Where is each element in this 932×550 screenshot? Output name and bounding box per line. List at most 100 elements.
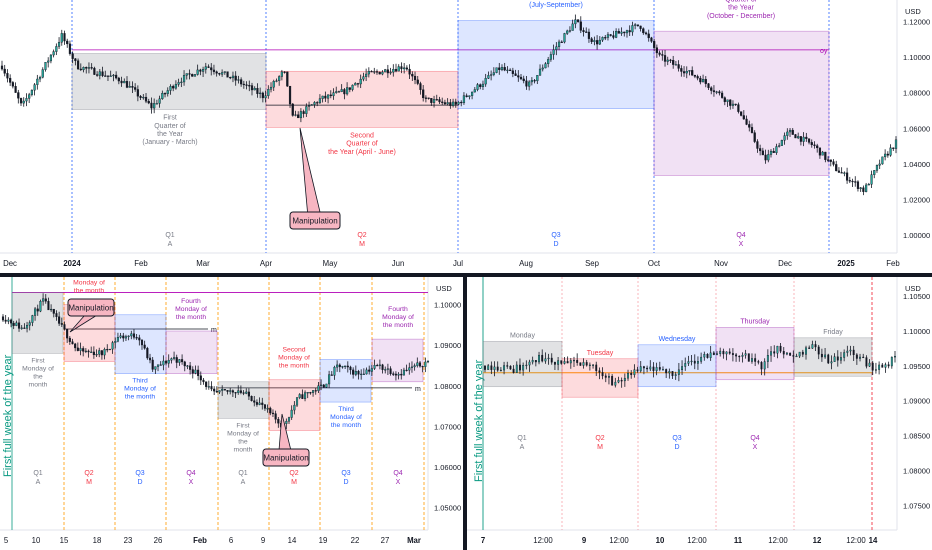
bearish-candle — [813, 144, 816, 146]
bearish-candle — [754, 358, 757, 362]
time-tick-label: 18 — [93, 536, 102, 545]
week-tag: Q3 — [341, 470, 350, 477]
time-tick-label: 12 — [813, 536, 822, 545]
quarter-title: (July-September) — [529, 2, 583, 9]
bearish-candle — [764, 154, 767, 161]
bullish-candle — [843, 172, 846, 174]
bullish-candle — [320, 384, 323, 386]
weekly-chart[interactable]: USD 1.05000 1.06000 1.07000 1.08000 1.09000 1.… — [0, 277, 463, 550]
week-zone-q3 — [114, 314, 167, 374]
bullish-candle — [566, 30, 569, 34]
bearish-candle — [848, 180, 851, 182]
bearish-candle — [517, 75, 520, 78]
bullish-candle — [36, 78, 39, 85]
bullish-candle — [413, 365, 416, 368]
price-tick-label: 1.05000 — [434, 504, 461, 513]
daily-chart[interactable]: USD 1.07500 1.08000 1.08500 1.09000 1.09500 1.… — [467, 277, 932, 550]
bullish-candle — [778, 145, 781, 147]
weekly-chart-panel[interactable]: USD 1.05000 1.06000 1.07000 1.08000 1.09000 1.… — [0, 277, 463, 550]
bearish-candle — [413, 75, 417, 81]
time-tick-label: May — [323, 259, 338, 268]
price-tick-label: 1.08000 — [434, 382, 461, 391]
bearish-candle — [416, 79, 419, 84]
bearish-candle — [215, 390, 218, 393]
bullish-candle — [275, 80, 278, 82]
quarterly-chart[interactable]: USD 1.00000 1.02000 1.04000 1.06000 1.08000 1.… — [0, 0, 932, 273]
week-zone-q4 — [165, 330, 218, 374]
week-title: Third — [132, 378, 148, 385]
bullish-candle — [674, 374, 677, 376]
time-tick-label: 10 — [656, 536, 665, 545]
time-tick-label: Jun — [392, 259, 405, 268]
bullish-candle — [775, 146, 778, 153]
bullish-candle — [177, 82, 180, 85]
bullish-candle — [111, 342, 114, 350]
bullish-candle — [365, 73, 368, 77]
bullish-candle — [287, 417, 291, 422]
bullish-candle — [606, 34, 610, 38]
bullish-candle — [155, 103, 158, 105]
bearish-candle — [617, 31, 620, 34]
bearish-candle — [9, 77, 12, 83]
bearish-candle — [274, 413, 277, 420]
week-title: Monday of — [73, 280, 105, 287]
bullish-candle — [278, 76, 281, 81]
bearish-candle — [722, 350, 725, 355]
bullish-candle — [767, 154, 770, 161]
bullish-candle — [666, 59, 669, 62]
bullish-candle — [468, 95, 471, 97]
bullish-candle — [592, 364, 595, 366]
quarterly-chart-panel[interactable]: USD 1.00000 1.02000 1.04000 1.06000 1.08000 1.… — [0, 0, 932, 273]
bullish-candle — [830, 361, 833, 364]
bearish-candle — [642, 366, 645, 369]
time-tick-label: 6 — [229, 536, 233, 545]
bearish-candle — [832, 161, 835, 165]
bullish-candle — [7, 319, 10, 322]
week-title: the month — [176, 314, 206, 321]
bearish-candle — [261, 92, 264, 99]
bullish-candle — [290, 409, 293, 418]
bearish-candle — [818, 147, 822, 156]
bullish-candle — [701, 79, 705, 83]
bearish-candle — [248, 85, 251, 87]
bearish-candle — [840, 172, 843, 174]
week-title: Monday of — [278, 355, 310, 362]
price-tick-label: 1.06000 — [434, 463, 461, 472]
bearish-candle — [400, 373, 403, 376]
week-title: the — [33, 373, 43, 380]
bullish-candle — [719, 350, 722, 354]
bearish-candle — [579, 362, 582, 366]
vertical-divider[interactable] — [463, 277, 467, 550]
time-tick-label: 12:00 — [846, 536, 866, 545]
bullish-candle — [890, 356, 893, 367]
bearish-candle — [202, 379, 205, 383]
time-tick-label: 27 — [381, 536, 390, 545]
price-tick-label: 1.10500 — [903, 292, 930, 301]
bearish-candle — [138, 337, 141, 341]
bullish-candle — [124, 336, 128, 339]
bullish-candle — [525, 364, 528, 367]
horizontal-divider[interactable] — [0, 273, 932, 277]
bullish-candle — [258, 402, 261, 405]
bearish-candle — [329, 94, 332, 97]
bearish-candle — [658, 367, 661, 370]
daily-chart-panel[interactable]: USD 1.07500 1.08000 1.08500 1.09000 1.09500 1.… — [467, 277, 932, 550]
bullish-candle — [303, 392, 307, 399]
bullish-candle — [332, 92, 335, 97]
bullish-candle — [98, 350, 101, 355]
price-tick-label: 1.08500 — [903, 432, 930, 441]
bearish-candle — [742, 115, 745, 120]
bearish-candle — [691, 70, 694, 76]
bullish-candle — [55, 46, 58, 52]
bearish-candle — [642, 28, 645, 34]
bearish-candle — [421, 365, 424, 368]
manipulation-callout-pointer — [299, 127, 321, 213]
bearish-candle — [566, 361, 569, 364]
manipulation-callout-bottom-label: Manipulation — [263, 454, 308, 463]
bearish-candle — [63, 33, 66, 42]
bearish-candle — [92, 351, 95, 356]
time-tick-label: Sep — [585, 259, 600, 268]
bearish-candle — [511, 70, 514, 74]
bullish-candle — [373, 365, 376, 369]
bearish-candle — [422, 89, 425, 99]
